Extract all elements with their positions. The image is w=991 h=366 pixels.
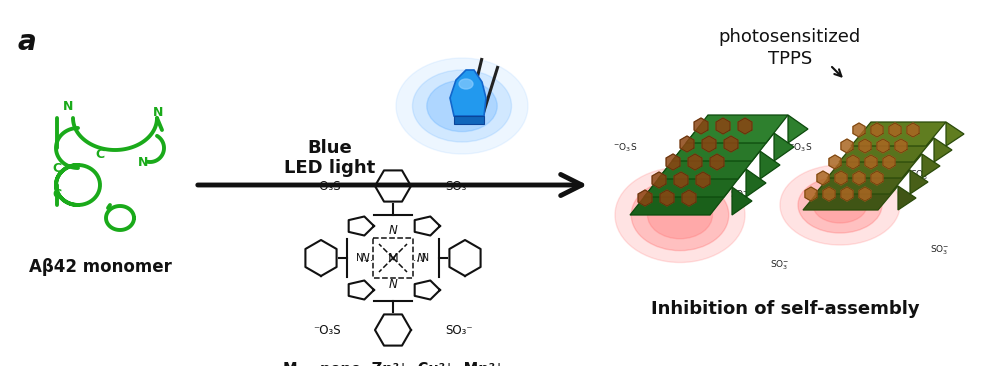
Polygon shape <box>638 190 652 206</box>
Ellipse shape <box>780 165 900 245</box>
Text: $^{-}$O$_3$S: $^{-}$O$_3$S <box>788 142 813 154</box>
Text: $^{-}$O$_3$S: $^{-}$O$_3$S <box>612 142 637 154</box>
Ellipse shape <box>427 81 497 132</box>
Polygon shape <box>694 118 708 134</box>
Polygon shape <box>883 155 895 169</box>
Polygon shape <box>803 186 898 210</box>
Text: …N: …N <box>412 253 429 263</box>
Bar <box>454 116 484 124</box>
Text: Inhibition of self-assembly: Inhibition of self-assembly <box>651 300 920 318</box>
Text: SO$_3^{-}$: SO$_3^{-}$ <box>931 243 949 257</box>
Text: M = none, Zn²⁺, Cu²⁺, Mn²⁺: M = none, Zn²⁺, Cu²⁺, Mn²⁺ <box>283 362 503 366</box>
Polygon shape <box>658 151 760 179</box>
Polygon shape <box>889 123 901 137</box>
Text: M: M <box>387 251 398 265</box>
Polygon shape <box>738 118 752 134</box>
Polygon shape <box>652 172 666 188</box>
Polygon shape <box>666 154 680 170</box>
Text: Aβ42 monomer: Aβ42 monomer <box>29 258 171 276</box>
Polygon shape <box>851 122 946 146</box>
Polygon shape <box>724 136 738 152</box>
Text: SO$_3^{-}$: SO$_3^{-}$ <box>730 188 750 202</box>
Text: LED light: LED light <box>284 159 376 177</box>
Polygon shape <box>702 136 716 152</box>
Polygon shape <box>871 123 883 137</box>
Ellipse shape <box>631 179 728 251</box>
Polygon shape <box>835 171 847 185</box>
Polygon shape <box>805 187 817 201</box>
Polygon shape <box>871 171 883 185</box>
Polygon shape <box>841 187 853 201</box>
Text: N: N <box>361 251 370 265</box>
Text: N: N <box>62 101 73 113</box>
Polygon shape <box>674 172 688 188</box>
Polygon shape <box>922 154 940 178</box>
Polygon shape <box>907 123 919 137</box>
Text: Blue: Blue <box>307 139 353 157</box>
Polygon shape <box>859 139 871 153</box>
Polygon shape <box>865 155 877 169</box>
Polygon shape <box>815 170 910 194</box>
Polygon shape <box>898 186 916 210</box>
Ellipse shape <box>647 191 713 239</box>
Polygon shape <box>853 123 865 137</box>
Text: photosensitized: photosensitized <box>718 28 861 46</box>
Polygon shape <box>682 190 696 206</box>
Ellipse shape <box>798 177 882 233</box>
Text: N: N <box>388 224 397 238</box>
Polygon shape <box>672 133 774 161</box>
Polygon shape <box>828 155 841 169</box>
Polygon shape <box>696 172 710 188</box>
Polygon shape <box>630 187 732 215</box>
Polygon shape <box>853 171 865 185</box>
Polygon shape <box>711 154 724 170</box>
Polygon shape <box>732 187 752 215</box>
Text: C: C <box>53 188 61 202</box>
Polygon shape <box>946 122 964 146</box>
Ellipse shape <box>813 187 867 223</box>
Polygon shape <box>788 115 808 143</box>
Polygon shape <box>760 151 780 179</box>
Polygon shape <box>895 139 907 153</box>
Ellipse shape <box>615 168 745 262</box>
Polygon shape <box>688 154 702 170</box>
Polygon shape <box>839 138 934 162</box>
Polygon shape <box>827 154 922 178</box>
Ellipse shape <box>459 79 473 89</box>
Text: N: N <box>416 251 425 265</box>
Text: TPPS: TPPS <box>768 50 813 68</box>
Polygon shape <box>910 170 928 194</box>
Polygon shape <box>817 171 829 185</box>
Text: N…: N… <box>357 253 374 263</box>
Polygon shape <box>774 133 794 161</box>
Polygon shape <box>660 190 674 206</box>
Polygon shape <box>877 139 889 153</box>
Ellipse shape <box>412 70 511 142</box>
Text: ⁻O₃S: ⁻O₃S <box>313 179 341 193</box>
Polygon shape <box>823 187 835 201</box>
Text: SO$_3^{-}$: SO$_3^{-}$ <box>911 168 930 182</box>
Text: C: C <box>53 161 61 175</box>
Text: N: N <box>153 105 164 119</box>
Polygon shape <box>686 115 788 143</box>
Polygon shape <box>859 187 871 201</box>
Text: a: a <box>18 28 37 56</box>
Polygon shape <box>746 169 766 197</box>
Polygon shape <box>644 169 746 197</box>
Polygon shape <box>716 118 730 134</box>
Polygon shape <box>934 138 952 162</box>
Polygon shape <box>680 136 694 152</box>
Text: SO₃⁻: SO₃⁻ <box>445 179 473 193</box>
Polygon shape <box>450 70 486 116</box>
Text: SO₃⁻: SO₃⁻ <box>445 324 473 336</box>
Text: SO$_3^{-}$: SO$_3^{-}$ <box>770 258 790 272</box>
Text: N: N <box>388 279 397 291</box>
Text: N: N <box>138 156 149 168</box>
Polygon shape <box>847 155 859 169</box>
Polygon shape <box>841 139 853 153</box>
Ellipse shape <box>396 58 528 154</box>
Text: C: C <box>95 149 105 161</box>
Text: ⁻O₃S: ⁻O₃S <box>313 324 341 336</box>
